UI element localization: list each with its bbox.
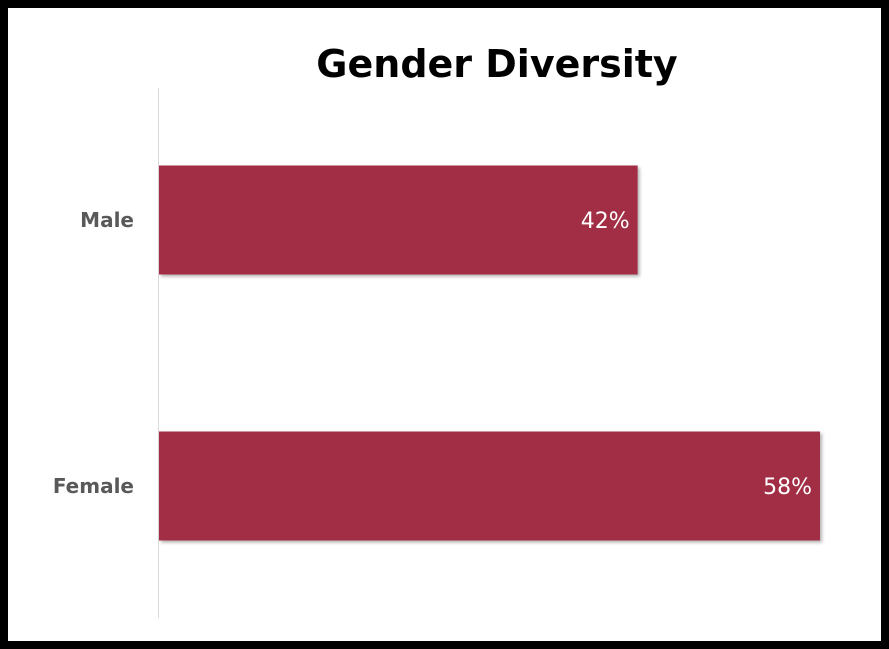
bars-group: Male 42% Female 58% xyxy=(53,165,820,541)
data-label-male: 42% xyxy=(581,209,630,234)
bar-female xyxy=(159,431,820,541)
chart-title: Gender Diversity xyxy=(316,42,678,86)
category-label-female: Female xyxy=(53,474,134,498)
category-label-male: Male xyxy=(80,208,134,232)
data-label-female: 58% xyxy=(763,475,812,500)
bar-male xyxy=(159,165,638,275)
